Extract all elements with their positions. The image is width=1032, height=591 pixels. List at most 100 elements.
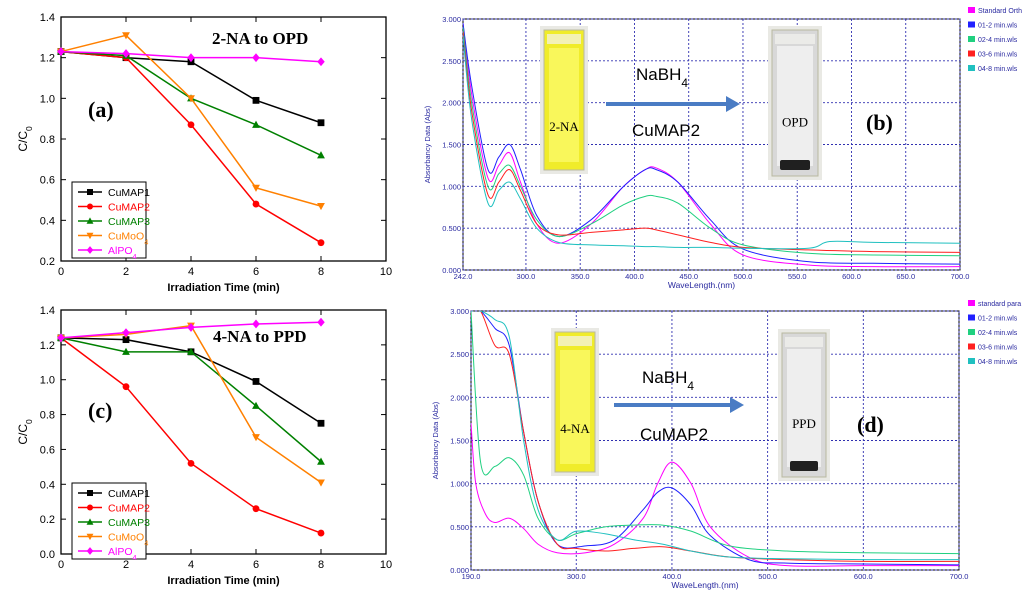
data-point: [122, 49, 130, 59]
data-point: [187, 323, 195, 332]
x-tick-label: 8: [318, 266, 324, 278]
legend-swatch: [968, 36, 975, 42]
data-point: [252, 505, 260, 513]
product-label: OPD: [782, 114, 808, 129]
legend-frame: [71, 181, 147, 259]
legend-marker: [86, 217, 94, 224]
y-tick-label: 1.2: [40, 340, 55, 352]
legend-label: CuMAP3: [108, 517, 150, 529]
cuvette-liquid: [549, 48, 579, 162]
data-point: [252, 434, 260, 442]
legend-entry: CuMAP1: [78, 488, 150, 500]
reagent-label: NaBH4: [636, 65, 688, 90]
legend-entry: CuMoO4: [78, 231, 148, 246]
panel-label: (d): [857, 412, 884, 437]
legend-marker: [86, 232, 94, 240]
y-tick-label: 2.000: [450, 393, 469, 402]
data-point: [317, 457, 325, 465]
legend-label: AlPO4: [108, 546, 137, 562]
legend-label: CuMAP1: [108, 488, 150, 500]
spectrum-line: [471, 311, 959, 562]
data-point: [252, 120, 260, 128]
data-point: [187, 53, 195, 63]
legend-entry: 01-2 min.wls: [968, 314, 1018, 323]
data-point: [187, 347, 195, 355]
legend-entry: 02-4 min.wls: [968, 36, 1018, 44]
y-tick-label: 1.500: [442, 141, 461, 150]
x-tick-label: 10: [380, 266, 392, 278]
x-tick-label: 450.0: [679, 272, 698, 281]
stir-bar: [790, 461, 818, 471]
reaction-arrow: [614, 397, 744, 413]
plot-frame: [60, 309, 387, 555]
x-tick-label: 700.0: [950, 572, 969, 581]
series-AlPO4: [57, 47, 325, 67]
series-01-2 min.wls: [463, 23, 960, 265]
catalyst-label: CuMAP2: [632, 121, 700, 140]
legend-label: 04-8 min.wls: [978, 359, 1018, 366]
x-axis-label: WaveLength.(nm): [671, 580, 738, 590]
panel-label: (b): [866, 110, 893, 135]
x-tick-label: 500.0: [734, 272, 753, 281]
cuvette-liquid: [787, 349, 821, 467]
product-cuvette: OPD: [768, 26, 822, 180]
data-point: [317, 119, 325, 127]
data-point: [57, 47, 65, 56]
legend-swatch: [968, 21, 975, 28]
data-point: [317, 529, 325, 537]
legend-entry: CuMAP2: [78, 503, 150, 515]
legend: Standard Orth 01-2 min.wls 02-4 min.wls 03-…: [968, 7, 1022, 73]
x-axis-label: Irradiation Time (min): [167, 575, 280, 587]
product-label: PPD: [792, 416, 816, 431]
y-tick-label: 1.0: [40, 375, 55, 387]
legend-swatch: [968, 343, 975, 350]
panel-b: 242.0 300.0 350.0 400.0 450.0 500.0 550.0 600.0…: [423, 7, 1022, 290]
cuvette-liquid: [777, 46, 813, 166]
y-tick-label: 3.000: [450, 307, 469, 316]
data-point: [122, 32, 130, 40]
y-tick-label: 1.500: [450, 437, 469, 446]
stir-bar: [780, 160, 810, 170]
legend-marker: [87, 203, 93, 210]
legend-entry: 01-2 min.wls: [968, 21, 1018, 30]
arrow-head: [726, 96, 740, 112]
spectrum-line: [463, 35, 960, 250]
arrow-head: [730, 397, 744, 413]
cuvette-top: [775, 34, 815, 44]
y-tick-label: 1.000: [442, 182, 461, 191]
data-point: [317, 57, 325, 67]
y-tick-label: 0.4: [40, 215, 55, 227]
series-Standard Orth: [463, 23, 960, 268]
x-tick-label: 2: [123, 559, 129, 571]
x-axis-label: Irradiation Time (min): [167, 282, 280, 294]
x-tick-label: 0: [58, 266, 64, 278]
series-04-8 min.wls: [463, 35, 960, 250]
y-tick-label: 0.500: [442, 224, 461, 233]
x-tick-label: 550.0: [788, 272, 807, 281]
data-point: [317, 239, 325, 247]
y-tick-label: 0.0: [40, 549, 55, 561]
data-point: [122, 347, 130, 355]
legend-entry: CuMAP1: [78, 187, 150, 199]
legend-label: CuMAP2: [108, 503, 150, 515]
y-axis-label: C/C0: [16, 419, 34, 445]
x-tick-label: 700.0: [951, 272, 970, 281]
series-standard para: [471, 423, 959, 567]
x-tick-label: 6: [253, 266, 259, 278]
legend-label: standard para: [978, 301, 1021, 308]
x-tick-label: 350.0: [571, 272, 590, 281]
cuvette-top: [785, 337, 823, 347]
legend-label: AlPO4: [108, 245, 137, 261]
legend-marker: [87, 189, 93, 195]
panel-c: 0 2 4 6 8 10 0.0 0.2 0.4 0.6 0.8 1.0 1.2 1.4 Irradiati…: [16, 305, 392, 587]
data-point: [57, 333, 65, 343]
y-tick-label: 3.000: [442, 15, 461, 24]
data-point: [252, 184, 260, 192]
x-tick-label: 400.0: [663, 572, 682, 581]
series-03-6 min.wls: [471, 311, 959, 562]
spectrum-line: [463, 23, 960, 268]
cuvette-top: [547, 34, 581, 44]
x-tick-label: 650.0: [896, 272, 915, 281]
